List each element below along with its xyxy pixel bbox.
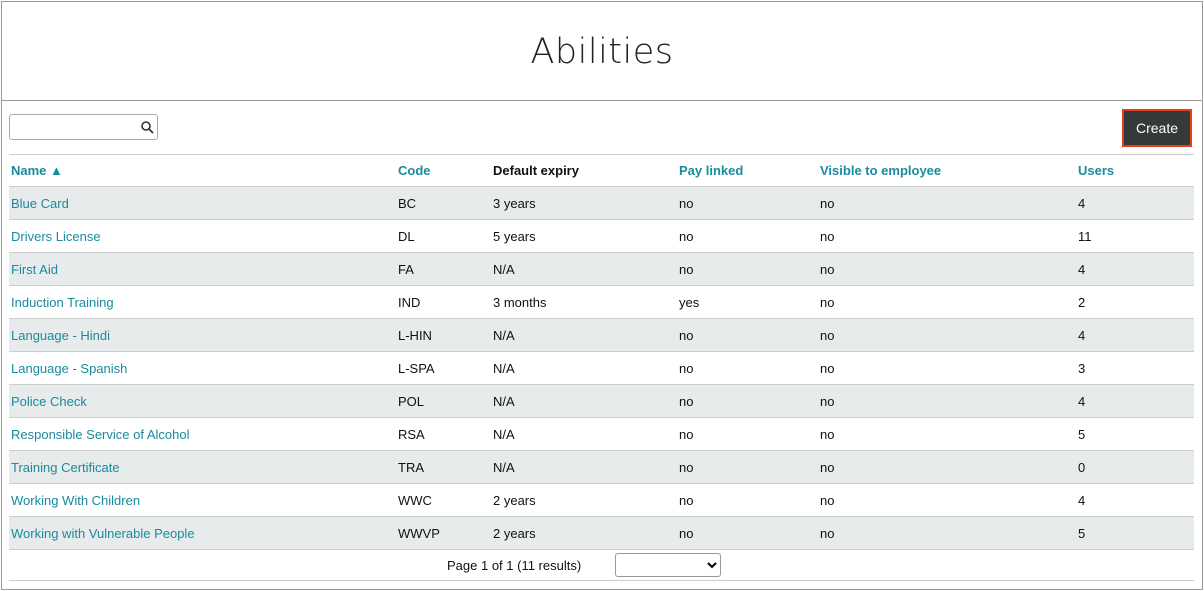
ability-name-link[interactable]: Police Check [9,384,396,418]
column-header[interactable]: Name ▲ [9,154,396,187]
table-cell: no [818,318,1076,352]
ability-name-link[interactable]: Working with Vulnerable People [9,516,396,550]
table-cell: no [818,516,1076,550]
table-cell: 2 years [491,483,677,517]
table-cell: 5 [1076,516,1194,550]
header-row: Name ▲ Code Default expiry Pay linked Visibl… [9,154,1194,187]
ability-name-link[interactable]: Language - Spanish [9,351,396,385]
pagination: Page 1 of 1 (11 results) [9,550,1194,581]
table-cell: BC [396,186,491,220]
page-title: Abilities [530,32,674,72]
table-cell: 3 [1076,351,1194,385]
table-cell: 3 months [491,285,677,319]
table-cell: WWC [396,483,491,517]
table-cell: no [818,351,1076,385]
table-row: Language - Spanish L-SPA N/A no no 3 [9,351,1194,385]
table-cell: no [818,219,1076,253]
ability-name-link[interactable]: Blue Card [9,186,396,220]
table-cell: TRA [396,450,491,484]
page-size-select[interactable] [615,553,721,577]
table-cell: 2 years [491,516,677,550]
table-cell: 2 [1076,285,1194,319]
table-cell: no [677,450,818,484]
table-cell: no [818,417,1076,451]
table-cell: no [677,318,818,352]
table-cell: no [818,285,1076,319]
table-cell: 4 [1076,186,1194,220]
table-cell: N/A [491,318,677,352]
table-cell: no [677,417,818,451]
table-cell: L-SPA [396,351,491,385]
table-cell: 5 [1076,417,1194,451]
table-cell: no [818,186,1076,220]
column-header[interactable]: Pay linked [677,154,818,187]
table-cell: RSA [396,417,491,451]
ability-name-link[interactable]: Working With Children [9,483,396,517]
table-cell: no [677,384,818,418]
table-cell: 4 [1076,384,1194,418]
table-row: Drivers License DL 5 years no no 11 [9,219,1194,253]
header: Abilities [2,2,1202,101]
table-cell: N/A [491,252,677,286]
table-cell: no [818,483,1076,517]
table-cell: 4 [1076,483,1194,517]
search-icon [141,121,154,134]
page-summary: Page 1 of 1 (11 results) [447,558,582,573]
table-cell: 11 [1076,219,1194,253]
table-body: Blue Card BC 3 years no no 4 Drivers License DL… [9,186,1194,550]
ability-name-link[interactable]: Training Certificate [9,450,396,484]
search-input[interactable] [9,114,158,140]
ability-name-link[interactable]: Language - Hindi [9,318,396,352]
table-row: Training Certificate TRA N/A no no 0 [9,450,1194,484]
table-row: Induction Training IND 3 months yes no 2 [9,285,1194,319]
table-cell: DL [396,219,491,253]
table-cell: 0 [1076,450,1194,484]
table-cell: no [677,252,818,286]
ability-name-link[interactable]: Induction Training [9,285,396,319]
table-row: Working With Children WWC 2 years no no 4 [9,483,1194,517]
table-cell: L-HIN [396,318,491,352]
table-row: Responsible Service of Alcohol RSA N/A no no… [9,417,1194,451]
column-header[interactable]: Users [1076,154,1194,187]
table-cell: N/A [491,450,677,484]
ability-name-link[interactable]: Responsible Service of Alcohol [9,417,396,451]
table-cell: no [818,450,1076,484]
table-row: Blue Card BC 3 years no no 4 [9,186,1194,220]
table-cell: WWVP [396,516,491,550]
ability-name-link[interactable]: First Aid [9,252,396,286]
table-cell: N/A [491,351,677,385]
create-button[interactable]: Create [1122,109,1192,147]
table-row: Language - Hindi L-HIN N/A no no 4 [9,318,1194,352]
table-cell: no [677,219,818,253]
ability-name-link[interactable]: Drivers License [9,219,396,253]
column-header: Default expiry [491,154,677,187]
table-cell: no [818,384,1076,418]
table-cell: no [677,186,818,220]
table-cell: no [677,516,818,550]
table-cell: 3 years [491,186,677,220]
table-cell: POL [396,384,491,418]
table-row: Police Check POL N/A no no 4 [9,384,1194,418]
table-cell: 4 [1076,318,1194,352]
table-row: Working with Vulnerable People WWVP 2 year… [9,516,1194,550]
column-header[interactable]: Visible to employee [818,154,1076,187]
table-cell: no [818,252,1076,286]
table-cell: N/A [491,384,677,418]
table-cell: FA [396,252,491,286]
table-cell: 5 years [491,219,677,253]
table-cell: yes [677,285,818,319]
table-cell: IND [396,285,491,319]
abilities-table: Name ▲ Code Default expiry Pay linked Visibl… [9,154,1194,550]
table-cell: N/A [491,417,677,451]
table-row: First Aid FA N/A no no 4 [9,252,1194,286]
table-cell: no [677,351,818,385]
column-header[interactable]: Code [396,154,491,187]
table-cell: no [677,483,818,517]
table-cell: 4 [1076,252,1194,286]
